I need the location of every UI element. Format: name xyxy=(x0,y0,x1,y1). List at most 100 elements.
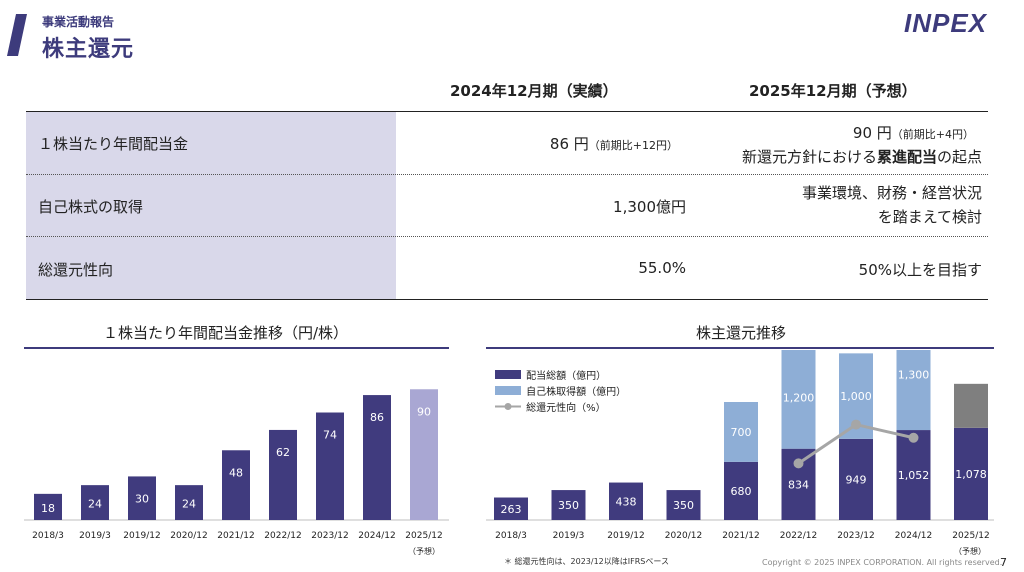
chart2-dividend-label: 1,052 xyxy=(898,469,930,482)
chart1-bar xyxy=(269,429,297,520)
chart2-dividend-bar xyxy=(609,482,643,520)
chart1-data-label: 86 xyxy=(370,411,384,424)
payout-2024-value: 55.0% xyxy=(638,259,686,277)
chart1-bar xyxy=(128,476,156,520)
row-divider xyxy=(26,236,988,237)
shareholder-return-chart: 263 2018/3 350 2019/3 438 2019/12 350 2020/12 68… xyxy=(486,350,994,541)
section-label: 事業活動報告 xyxy=(42,15,115,29)
chart2-dividend-bar xyxy=(954,427,988,520)
chart1-data-label: 24 xyxy=(88,498,102,511)
chart2-forecast-label: （予想） xyxy=(954,547,986,556)
legend-swatch-payout xyxy=(495,403,521,410)
chart2-dividend-bar xyxy=(839,438,873,520)
chart2-buyback-label: 1,200 xyxy=(783,391,815,404)
chart2-tick-label: 2020/12 xyxy=(665,531,702,541)
chart2-tick-label: 2019/3 xyxy=(553,531,585,541)
col-header-2025: 2025年12月期（予想） xyxy=(749,82,917,100)
chart1-tick-label: 2020/12 xyxy=(170,531,207,541)
dividend-2025-value: 90 円（前期比+4円） xyxy=(852,124,974,142)
chart2-tick-label: 2025/12 xyxy=(952,531,989,541)
chart2-tick-label: 2021/12 xyxy=(722,531,759,541)
chart1-data-label: 90 xyxy=(417,405,431,418)
legend-swatch-dividend xyxy=(495,370,521,379)
chart1-data-label: 48 xyxy=(229,466,243,479)
chart2-payout-point xyxy=(851,419,861,430)
chart2-buyback-bar xyxy=(896,350,931,431)
chart1-title-rule xyxy=(24,347,449,349)
dividend-2024-value: 86 円（前期比+12円） xyxy=(549,135,678,153)
buyback-2025-line1: 事業環境、財務・経営状況 xyxy=(801,184,982,202)
chart1-bar xyxy=(175,485,203,520)
chart2-buyback-label: 700 xyxy=(731,426,752,439)
legend-label-dividend: 配当総額（億円） xyxy=(526,371,607,382)
chart1-data-label: 30 xyxy=(135,492,149,505)
chart2-dividend-label: 438 xyxy=(616,495,637,508)
chart2-dividend-label: 350 xyxy=(673,499,694,512)
chart1-bar xyxy=(81,485,109,520)
legend-buyback: 自己株取得額（億円） xyxy=(495,380,626,399)
copyright: Copyright © 2025 INPEX CORPORATION. All … xyxy=(762,558,1003,567)
table-top-rule xyxy=(26,111,988,112)
chart2-dividend-label: 834 xyxy=(788,478,809,491)
col-header-2024: 2024年12月期（実績） xyxy=(450,82,618,100)
chart2-tick-label: 2018/3 xyxy=(495,531,527,541)
chart2-title-rule xyxy=(486,347,994,349)
chart2-dividend-label: 680 xyxy=(731,485,752,498)
footnote: ＊ 総還元性向は、2023/12以降はIFRSベース xyxy=(504,557,669,566)
legend-swatch-buyback xyxy=(495,386,521,395)
dividend-per-share-chart: 18 2018/3 24 2019/3 30 2019/12 24 2020/12 48 2021… xyxy=(24,389,449,541)
chart2-tick-label: 2024/12 xyxy=(895,531,932,541)
legend-dividend: 配当総額（億円） xyxy=(495,364,606,383)
chart2-payout-point xyxy=(793,458,804,469)
legend-payout: 総還元性向（%） xyxy=(495,396,606,415)
chart1-tick-label: 2023/12 xyxy=(311,531,348,541)
row-label-background xyxy=(26,112,396,299)
table-bottom-rule xyxy=(26,299,988,300)
chart1-bar xyxy=(34,493,62,520)
chart2-dividend-bar xyxy=(666,490,701,520)
legend-label-payout: 総還元性向（%） xyxy=(526,403,606,414)
chart2-dividend-bar xyxy=(551,490,586,520)
chart2-dividend-bar xyxy=(896,430,931,520)
row-divider xyxy=(26,174,988,175)
chart1-data-label: 24 xyxy=(182,498,196,511)
chart2-dividend-label: 263 xyxy=(501,503,522,516)
chart1-tick-label: 2022/12 xyxy=(264,531,301,541)
page-title: 株主還元 xyxy=(42,37,135,62)
buyback-2024-value: 1,300億円 xyxy=(613,198,686,216)
chart1-tick-label: 2025/12 xyxy=(405,531,442,541)
buyback-2025-line2: を踏まえて検討 xyxy=(877,208,982,226)
chart1-tick-label: 2019/3 xyxy=(79,531,111,541)
chart1-title: １株当たり年間配当金推移（円/株） xyxy=(103,324,349,342)
chart2-payout-point xyxy=(908,432,919,443)
chart1-tick-label: 2018/3 xyxy=(32,531,64,541)
chart1-tick-label: 2024/12 xyxy=(358,531,395,541)
chart1-data-label: 18 xyxy=(41,502,55,515)
chart2-dividend-bar xyxy=(494,497,528,520)
chart2-tick-label: 2019/12 xyxy=(607,531,644,541)
row-label-total-payout: 総還元性向 xyxy=(38,261,114,279)
brand-slash-mark xyxy=(7,14,27,56)
chart2-tick-label: 2023/12 xyxy=(837,531,874,541)
chart2-buyback-label: 1,000 xyxy=(840,390,872,403)
chart2-dividend-label: 949 xyxy=(846,473,867,486)
chart2-dividend-label: 1,078 xyxy=(955,468,987,481)
chart2-buyback-bar xyxy=(781,350,816,449)
chart1-bar xyxy=(363,395,391,520)
chart1-forecast-label: （予想） xyxy=(408,547,440,556)
chart2-buyback-label: 1,300 xyxy=(898,368,930,381)
chart1-tick-label: 2019/12 xyxy=(123,531,160,541)
payout-2025-value: 50%以上を目指す xyxy=(858,261,982,279)
page-number: 7 xyxy=(1000,556,1007,569)
chart1-bar xyxy=(316,412,344,520)
chart2-dividend-bar xyxy=(724,461,758,520)
chart2-tick-label: 2022/12 xyxy=(780,531,817,541)
chart2-dividend-label: 350 xyxy=(558,499,579,512)
chart2-buyback-bar xyxy=(724,402,758,462)
inpex-logo: INPEX xyxy=(904,8,988,38)
row-label-share-buyback: 自己株式の取得 xyxy=(38,198,144,216)
chart2-forecast-buyback-bar xyxy=(954,383,988,428)
chart2-title: 株主還元推移 xyxy=(696,324,787,342)
chart1-data-label: 74 xyxy=(323,429,337,442)
dividend-2025-note: 新還元方針における累進配当の起点 xyxy=(741,148,982,166)
